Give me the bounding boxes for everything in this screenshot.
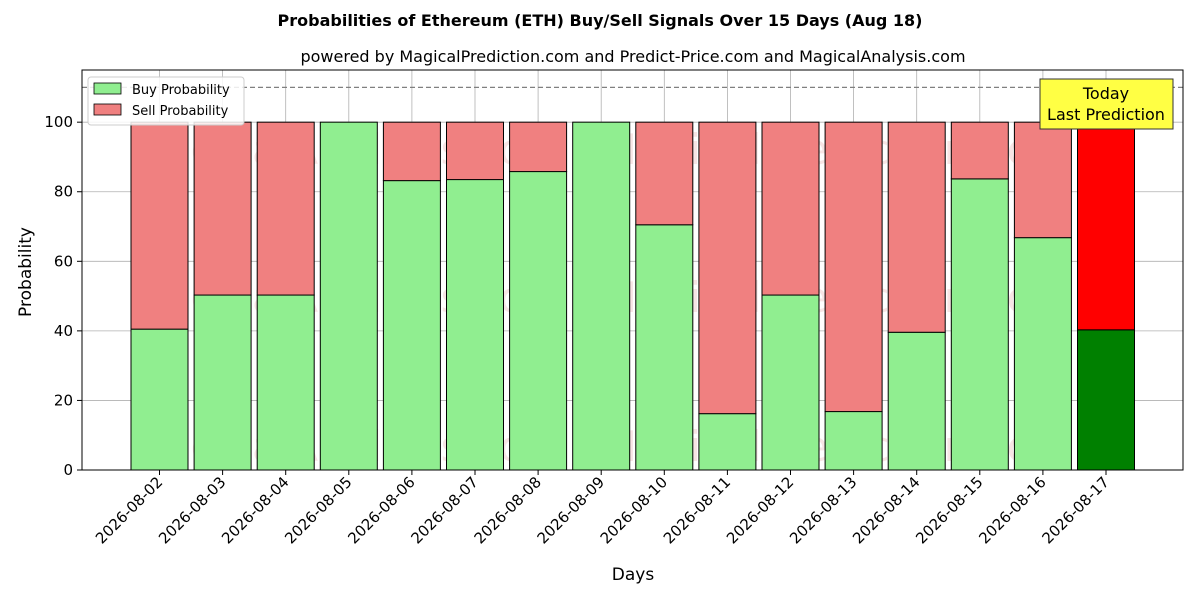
x-tick-label-13: 2026-08-15 xyxy=(912,473,986,547)
plot-frame xyxy=(81,69,1184,471)
chart-title: Probabilities of Ethereum (ETH) Buy/Sell… xyxy=(278,11,923,30)
bar-buy-2026-08-07 xyxy=(446,179,504,471)
legend-swatch-buy xyxy=(93,82,122,95)
y-axis-label: Probability xyxy=(16,227,36,317)
bar-buy-2026-08-15 xyxy=(950,178,1009,471)
bar-buy-2026-08-12 xyxy=(761,294,820,471)
x-tick-label-10: 2026-08-12 xyxy=(723,473,797,547)
legend: Buy Probability Sell Probability xyxy=(87,76,245,126)
x-tick-label-11: 2026-08-13 xyxy=(786,473,860,547)
x-tick-label-5: 2026-08-07 xyxy=(407,473,481,547)
annotation-line2: Last Prediction xyxy=(1047,105,1165,124)
bar-sell-2026-08-14 xyxy=(887,121,946,333)
bar-sell-2026-08-15 xyxy=(950,121,1009,180)
bar-sell-2026-08-11 xyxy=(698,121,757,415)
x-tick-label-1: 2026-08-03 xyxy=(155,473,229,547)
bar-buy-2026-08-03 xyxy=(193,294,252,471)
bar-buy-2026-08-04 xyxy=(256,294,315,471)
bars xyxy=(130,121,1135,471)
x-tick-label-0: 2026-08-02 xyxy=(92,473,166,547)
bar-sell-2026-08-02 xyxy=(130,121,189,330)
bar-buy-2026-08-05 xyxy=(319,121,378,471)
bar-buy-2026-08-09 xyxy=(572,121,631,471)
annotation-box xyxy=(1039,78,1174,130)
bar-sell-2026-08-16 xyxy=(1013,121,1072,239)
y-tick-label-4: 80 xyxy=(54,183,73,201)
bar-buy-2026-08-16 xyxy=(1013,237,1072,471)
bar-sell-2026-08-08 xyxy=(509,121,568,173)
x-tick-label-2: 2026-08-04 xyxy=(218,473,292,547)
x-tick-label-6: 2026-08-08 xyxy=(471,473,545,547)
annotation-line1: Today xyxy=(1082,84,1129,103)
x-tick-label-7: 2026-08-09 xyxy=(534,473,608,547)
y-tick-label-3: 60 xyxy=(54,252,73,270)
bar-sell-2026-08-07 xyxy=(446,121,504,181)
bar-sell-2026-08-17 xyxy=(1077,121,1135,331)
x-tick-label-14: 2026-08-16 xyxy=(975,473,1049,547)
bar-sell-2026-08-06 xyxy=(382,121,441,182)
y-tick-label-1: 20 xyxy=(54,391,73,409)
bar-buy-2026-08-14 xyxy=(887,331,946,471)
x-tick-label-8: 2026-08-10 xyxy=(597,473,671,547)
bar-buy-2026-08-02 xyxy=(130,328,189,471)
x-axis-label: Days xyxy=(612,565,655,585)
today-annotation: Today Last Prediction xyxy=(1039,78,1174,130)
y-tick-label-2: 40 xyxy=(54,322,73,340)
legend-swatch-sell xyxy=(93,103,122,116)
x-tick-label-12: 2026-08-14 xyxy=(849,473,923,547)
y-axis-ticks: 0 20 40 60 80 100 xyxy=(44,113,82,479)
bar-buy-2026-08-13 xyxy=(824,411,883,471)
bar-sell-2026-08-13 xyxy=(824,121,883,413)
bar-sell-2026-08-10 xyxy=(635,121,694,226)
bar-sell-2026-08-04 xyxy=(256,121,315,296)
bar-sell-2026-08-12 xyxy=(761,121,820,296)
bar-buy-2026-08-11 xyxy=(698,413,757,471)
bar-buy-2026-08-06 xyxy=(382,180,441,471)
legend-box xyxy=(87,76,245,126)
legend-label-buy: Buy Probability xyxy=(132,83,230,98)
chart-subtitle: powered by MagicalPrediction.com and Pre… xyxy=(300,47,965,66)
bar-sell-2026-08-03 xyxy=(193,121,252,296)
y-tick-label-0: 0 xyxy=(63,461,73,479)
bar-buy-2026-08-17 xyxy=(1077,329,1135,471)
bar-buy-2026-08-10 xyxy=(635,224,694,471)
x-tick-label-9: 2026-08-11 xyxy=(660,473,734,547)
x-tick-label-4: 2026-08-06 xyxy=(344,473,418,547)
x-tick-label-15: 2026-08-17 xyxy=(1038,473,1112,547)
y-tick-label-5: 100 xyxy=(44,113,73,131)
bar-buy-2026-08-08 xyxy=(509,171,568,471)
x-axis-ticks: 2026-08-022026-08-032026-08-042026-08-05… xyxy=(92,470,1113,547)
x-tick-label-3: 2026-08-05 xyxy=(281,473,355,547)
legend-label-sell: Sell Probability xyxy=(132,104,229,119)
